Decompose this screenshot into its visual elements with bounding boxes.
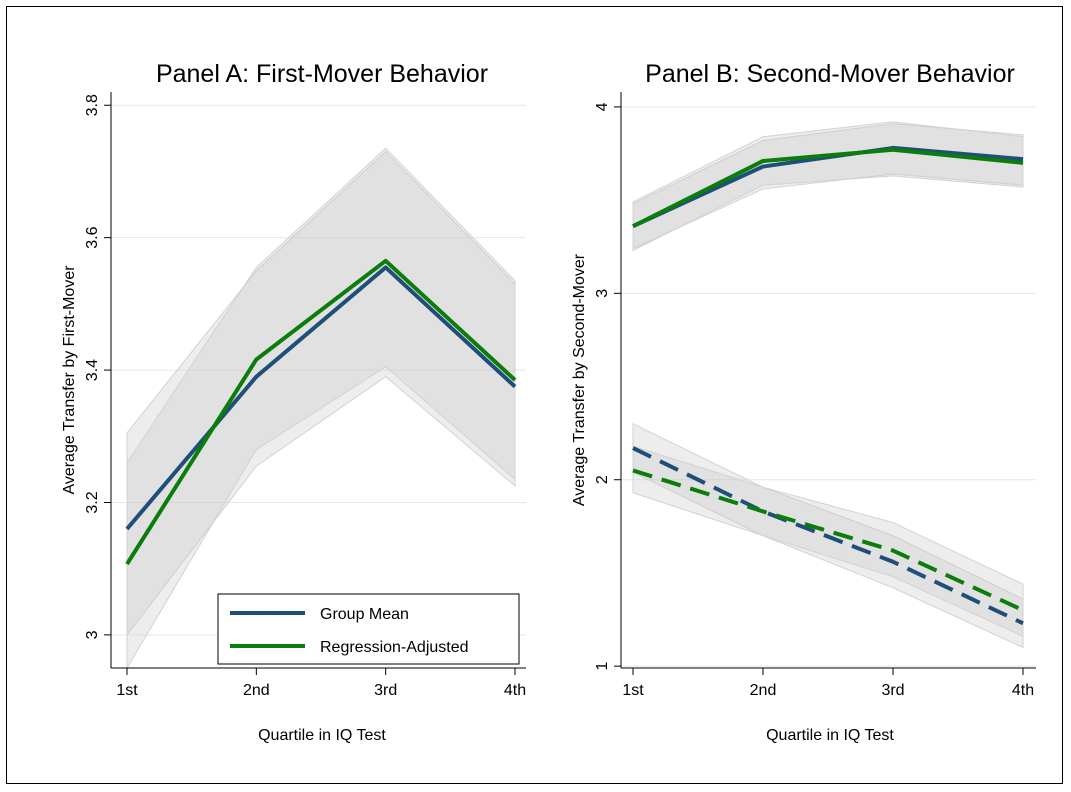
y-tick-label: 3.8 — [84, 94, 101, 116]
panel-a-title: Panel A: First-Mover Behavior — [156, 60, 488, 88]
panel-b-grid — [621, 106, 1036, 667]
panel-b-ylabel: Average Transfer by Second-Mover — [571, 253, 588, 506]
panel-a-lines — [125, 258, 517, 566]
y-tick-label: 4 — [594, 102, 611, 111]
y-tick-label: 3.4 — [84, 359, 101, 381]
dashed-series-line — [632, 446, 1024, 626]
panel-b-axes: 1 2 3 4 1st 2nd 3rd 4th — [594, 92, 1036, 699]
y-tick-label: 3.6 — [84, 226, 101, 248]
ci-band — [126, 150, 516, 637]
x-tick-label: 4th — [1012, 682, 1034, 699]
y-tick-label: 2 — [594, 475, 611, 484]
x-tick-label: 2nd — [243, 682, 270, 699]
figure-frame — [6, 6, 1063, 784]
panel-b-lines — [632, 145, 1024, 626]
legend: Group Mean Regression-Adjusted — [217, 593, 520, 665]
panel-a: Panel A: First-Mover Behavior 3 3.2 3.4 3.6… — [61, 60, 526, 744]
legend-label-regression-adjusted: Regression-Adjusted — [320, 639, 469, 656]
x-tick-label: 2nd — [750, 682, 777, 699]
y-tick-label: 3 — [594, 289, 611, 298]
x-tick-label: 4th — [504, 682, 526, 699]
y-tick-label: 1 — [594, 662, 611, 671]
solid-series-line — [125, 258, 517, 566]
x-tick-label: 3rd — [374, 682, 397, 699]
legend-box — [217, 593, 520, 665]
y-tick-label: 3.2 — [84, 491, 101, 513]
panel-a-axes: 3 3.2 3.4 3.6 3.8 1st 2nd 3rd 4th — [84, 92, 526, 699]
dashed-series-line — [632, 468, 1024, 613]
solid-series-line — [632, 147, 1024, 229]
ci-band — [632, 121, 1024, 252]
x-tick-label: 3rd — [881, 682, 904, 699]
panel-a-ylabel: Average Transfer by First-Mover — [61, 265, 78, 495]
x-tick-label: 1st — [622, 682, 644, 699]
panel-b-title: Panel B: Second-Mover Behavior — [645, 60, 1015, 88]
legend-label-group-mean: Group Mean — [320, 606, 409, 623]
panel-b-xlabel: Quartile in IQ Test — [766, 727, 894, 744]
x-tick-label: 1st — [116, 682, 138, 699]
ci-band — [126, 147, 516, 670]
solid-series-line — [125, 265, 517, 531]
y-tick-label: 3 — [84, 630, 101, 639]
panel-a-ci-bands — [126, 147, 516, 670]
panel-a-xlabel: Quartile in IQ Test — [258, 727, 386, 744]
panel-b: Panel B: Second-Mover Behavior 1 2 3 4 1st 2n… — [571, 60, 1036, 744]
